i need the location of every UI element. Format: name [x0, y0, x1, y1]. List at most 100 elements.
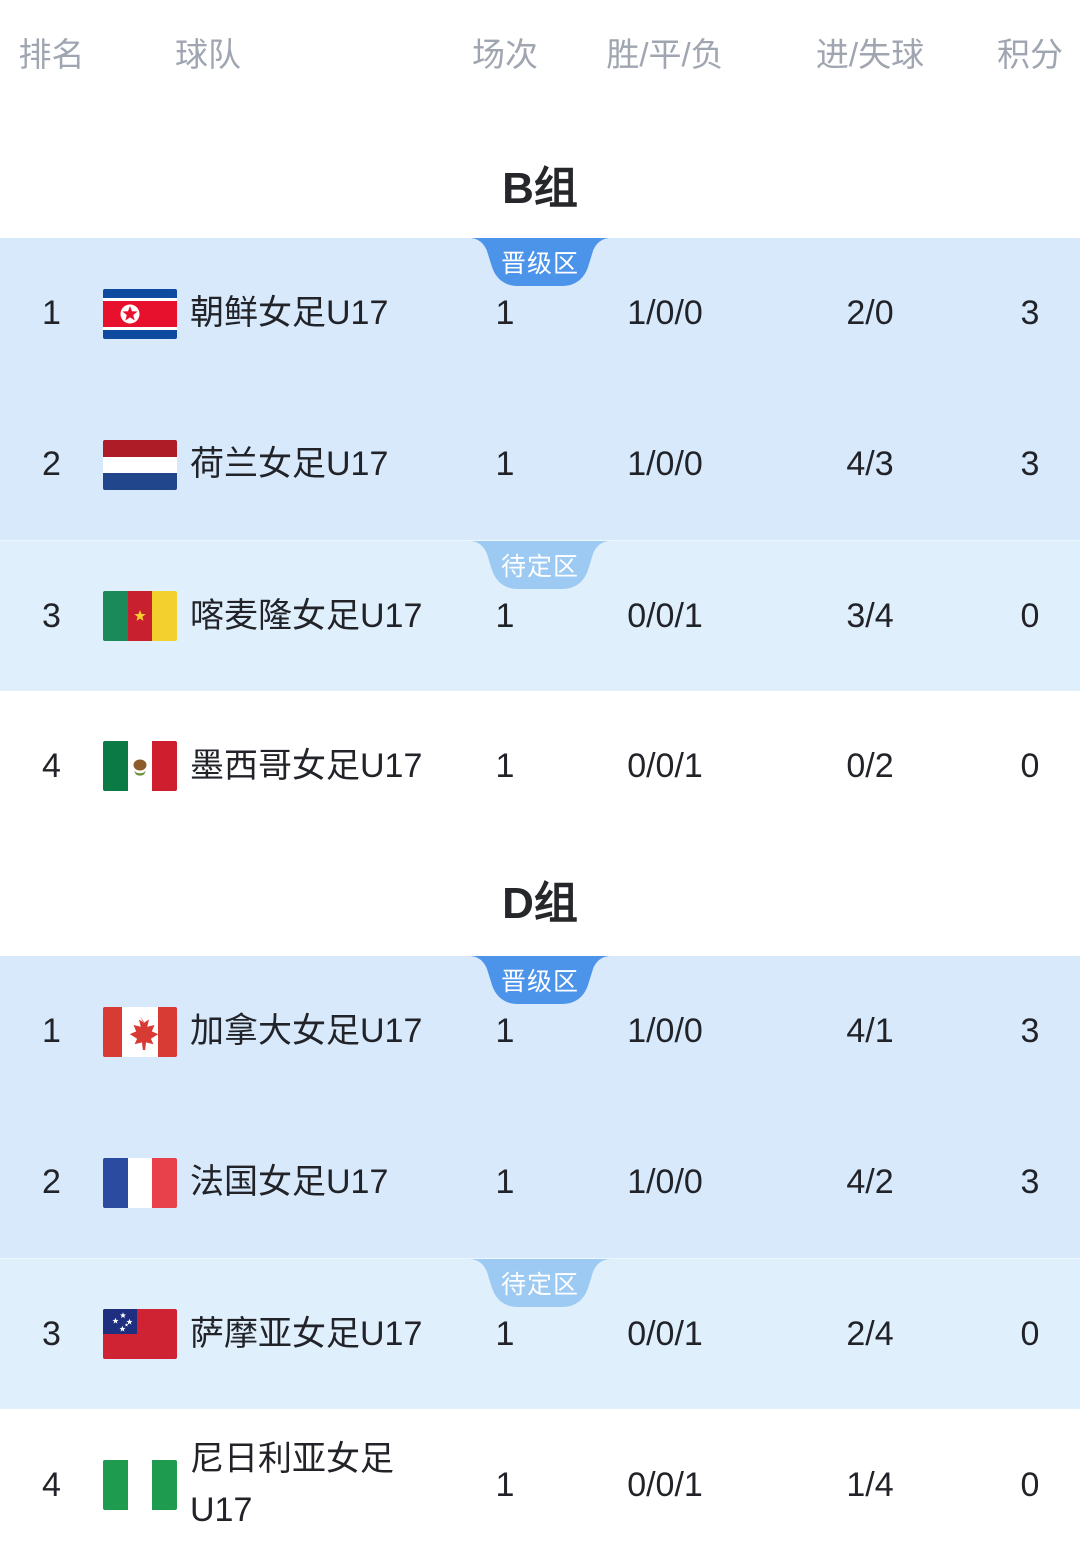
zone-badge-label: 待定区 — [500, 553, 579, 581]
goals-cell: 2/0 — [846, 294, 894, 332]
goals-cell: 3/4 — [846, 596, 894, 635]
rank-cell: 4 — [42, 1465, 61, 1504]
team-cell: 加拿大女足U17 — [103, 1006, 440, 1057]
group-title: D组 — [502, 878, 578, 928]
netherlands-flag-icon — [103, 439, 177, 490]
wdl-cell: 1/0/0 — [627, 1012, 703, 1050]
group-title: B组 — [502, 164, 578, 213]
header-team: 球队 — [175, 36, 241, 73]
section-promotion: 晋级区 1 加拿大女足U17 1 1/0/0 4/1 3 2 法国女足U17 1 1/0/0 4/2 3 — [0, 956, 1080, 1258]
points-cell: 0 — [1020, 596, 1040, 635]
canada-flag-icon — [103, 1006, 177, 1057]
zone-badge-promotion: 晋级区 — [469, 238, 611, 286]
team-cell: 喀麦隆女足U17 — [103, 591, 440, 642]
played-cell: 1 — [495, 1465, 515, 1504]
team-name: 喀麦隆女足U17 — [190, 596, 423, 635]
table-row[interactable]: 3 萨摩亚女足U17 1 0/0/1 2/4 0 — [0, 1259, 1080, 1409]
rank-cell: 2 — [42, 445, 61, 483]
zone-badge-promotion: 晋级区 — [469, 956, 611, 1004]
goals-cell: 1/4 — [846, 1465, 894, 1504]
team-cell: 朝鲜女足U17 — [103, 288, 440, 339]
team-name: 荷兰女足U17 — [190, 445, 389, 483]
team-name: 法国女足U17 — [190, 1163, 389, 1201]
zone-badge-label: 晋级区 — [500, 250, 579, 278]
points-cell: 3 — [1020, 294, 1040, 332]
team-cell: 墨西哥女足U17 — [103, 741, 440, 792]
samoa-flag-icon — [103, 1309, 177, 1359]
zone-badge-shape — [469, 956, 611, 1004]
wdl-cell: 0/0/1 — [627, 746, 703, 785]
rank-cell: 4 — [42, 746, 61, 785]
zone-badge-label: 晋级区 — [500, 968, 579, 996]
goals-cell: 2/4 — [846, 1314, 894, 1353]
table-row[interactable]: 2 荷兰女足U17 1 1/0/0 4/3 3 — [0, 389, 1080, 540]
zone-badge-shape — [469, 541, 611, 589]
played-cell: 1 — [495, 445, 515, 483]
table-row[interactable]: 3 喀麦隆女足U17 1 0/0/1 3/4 0 — [0, 541, 1080, 691]
zone-badge-pending: 待定区 — [469, 1259, 611, 1307]
wdl-cell: 0/0/1 — [627, 1314, 703, 1353]
table-row[interactable]: 4 墨西哥女足U17 1 0/0/1 0/2 0 — [0, 691, 1080, 841]
points-cell: 3 — [1020, 1163, 1040, 1201]
goals-cell: 4/1 — [846, 1012, 894, 1050]
points-cell: 3 — [1020, 1012, 1040, 1050]
team-name: 朝鲜女足U17 — [190, 294, 389, 332]
points-cell: 0 — [1020, 1465, 1040, 1504]
wdl-cell: 1/0/0 — [627, 445, 703, 483]
points-cell: 0 — [1020, 746, 1040, 785]
points-cell: 0 — [1020, 1314, 1040, 1353]
team-cell: 法国女足U17 — [103, 1157, 440, 1208]
groups-container: B组晋级区 1 朝鲜女足U17 1 1/0/0 2/0 3 2 荷兰女足U17 1 1/0/0 4/3… — [0, 104, 1080, 1561]
zone-badge-label: 待定区 — [500, 1271, 579, 1299]
section-plain: 4 尼日利亚女足U17 1 0/0/1 1/4 0 — [0, 1409, 1080, 1561]
france-flag-icon — [103, 1157, 177, 1208]
goals-cell: 4/2 — [846, 1163, 894, 1201]
rank-cell: 3 — [42, 596, 61, 635]
section-pending: 待定区 3 萨摩亚女足U17 1 0/0/1 2/4 0 — [0, 1258, 1080, 1409]
wdl-cell: 1/0/0 — [627, 1163, 703, 1201]
header-points: 积分 — [997, 36, 1063, 73]
group: D组晋级区 1 加拿大女足U17 1 1/0/0 4/1 3 2 法国女足U17 1 1/0/0 4/… — [0, 841, 1080, 1561]
header-wdl: 胜/平/负 — [606, 36, 724, 73]
section-pending: 待定区 3 喀麦隆女足U17 1 0/0/1 3/4 0 — [0, 540, 1080, 691]
header-goals: 进/失球 — [815, 36, 925, 73]
goals-cell: 0/2 — [846, 746, 894, 785]
played-cell: 1 — [495, 1314, 515, 1353]
zone-badge-shape — [469, 238, 611, 286]
wdl-cell: 1/0/0 — [627, 294, 703, 332]
wdl-cell: 0/0/1 — [627, 596, 703, 635]
table-row[interactable]: 4 尼日利亚女足U17 1 0/0/1 1/4 0 — [0, 1409, 1080, 1561]
header-rank: 排名 — [18, 36, 85, 73]
table-row[interactable]: 1 加拿大女足U17 1 1/0/0 4/1 3 — [0, 956, 1080, 1107]
wdl-cell: 0/0/1 — [627, 1465, 703, 1504]
zone-badge-pending: 待定区 — [469, 541, 611, 589]
played-cell: 1 — [495, 596, 515, 635]
header-played: 场次 — [472, 36, 538, 73]
rank-cell: 2 — [42, 1163, 61, 1201]
played-cell: 1 — [495, 294, 515, 332]
rank-cell: 3 — [42, 1314, 61, 1353]
cameroon-flag-icon — [103, 591, 177, 641]
mexico-flag-icon — [103, 741, 177, 791]
played-cell: 1 — [495, 1163, 515, 1201]
played-cell: 1 — [495, 746, 515, 785]
team-name: 萨摩亚女足U17 — [190, 1314, 423, 1353]
team-name: 尼日利亚女足U17 — [190, 1440, 394, 1529]
team-name: 加拿大女足U17 — [190, 1012, 423, 1050]
table-row[interactable]: 2 法国女足U17 1 1/0/0 4/2 3 — [0, 1107, 1080, 1258]
rank-cell: 1 — [42, 294, 61, 332]
played-cell: 1 — [495, 1012, 515, 1050]
rank-cell: 1 — [42, 1012, 61, 1050]
table-row[interactable]: 1 朝鲜女足U17 1 1/0/0 2/0 3 — [0, 238, 1080, 389]
goals-cell: 4/3 — [846, 445, 894, 483]
table-header: 排名 球队 场次 胜/平/负 进/失球 积分 — [0, 0, 1080, 104]
north-korea-flag-icon — [103, 288, 177, 339]
team-name: 墨西哥女足U17 — [190, 746, 423, 785]
zone-badge-shape — [469, 1259, 611, 1307]
team-cell: 尼日利亚女足U17 — [103, 1434, 440, 1536]
section-promotion: 晋级区 1 朝鲜女足U17 1 1/0/0 2/0 3 2 荷兰女足U17 1 1/0/0 4/3 3 — [0, 238, 1080, 540]
nigeria-flag-icon — [103, 1460, 177, 1510]
team-cell: 荷兰女足U17 — [103, 439, 440, 490]
points-cell: 3 — [1020, 445, 1040, 483]
